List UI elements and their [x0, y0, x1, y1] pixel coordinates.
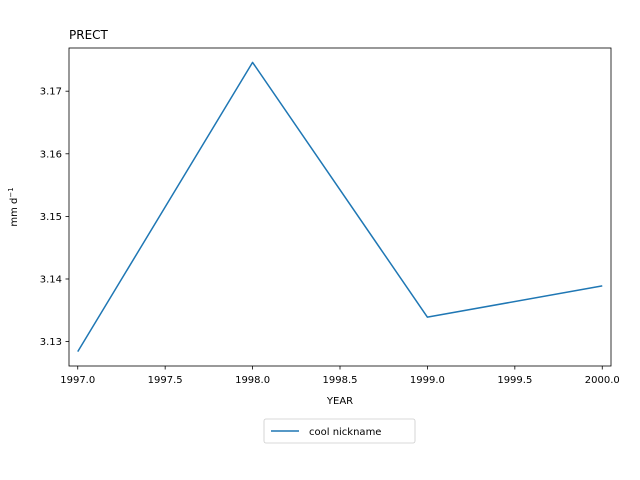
y-tick-label: 3.13: [40, 337, 62, 348]
y-tick-label: 3.14: [40, 274, 62, 285]
x-axis-label: YEAR: [326, 396, 353, 407]
y-axis-label-superscript: −1: [7, 187, 15, 197]
y-tick-label: 3.15: [40, 212, 62, 223]
series-layer: [77, 61, 603, 352]
x-tick-label: 1998.5: [323, 375, 358, 386]
chart-title: PRECT: [69, 28, 109, 42]
x-tick-label: 1998.0: [235, 375, 270, 386]
y-axis: 3.13 3.14 3.15 3.16 3.17: [40, 87, 69, 348]
x-tick-label: 1999.0: [410, 375, 445, 386]
legend-label: cool nickname: [309, 427, 381, 438]
y-axis-label: mm d−1: [7, 187, 20, 226]
series-line: [77, 61, 603, 352]
x-tick-label: 1999.5: [497, 375, 532, 386]
x-axis: 1997.0 1997.5 1998.0 1998.5 1999.0 1999.5 2000…: [60, 366, 620, 386]
legend: cool nickname: [263, 418, 416, 444]
y-tick-label: 3.17: [40, 87, 62, 98]
x-tick-label: 1997.0: [60, 375, 95, 386]
y-axis-label-main: mm d: [9, 198, 20, 227]
legend-box: [263, 418, 416, 444]
y-tick-label: 3.16: [40, 149, 62, 160]
x-tick-label: 2000.0: [585, 375, 620, 386]
x-tick-label: 1997.5: [148, 375, 183, 386]
axes-frame: [68, 47, 612, 367]
